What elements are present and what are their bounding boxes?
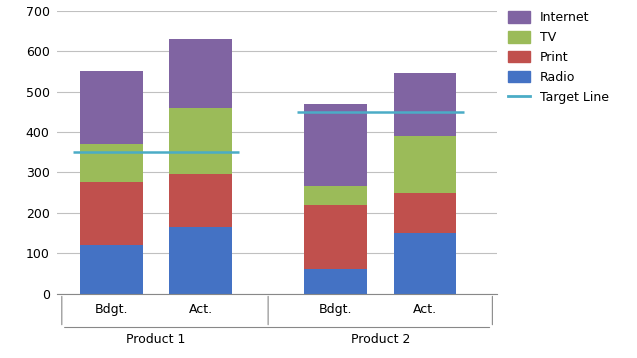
Bar: [80, 245, 143, 294]
Bar: [80, 183, 143, 245]
Bar: [80, 71, 143, 144]
Bar: [394, 136, 457, 193]
Bar: [394, 193, 457, 233]
Bar: [80, 144, 143, 183]
Bar: [304, 104, 367, 187]
Text: Product 2: Product 2: [350, 333, 410, 346]
Bar: [169, 39, 233, 108]
Bar: [304, 205, 367, 269]
Bar: [304, 269, 367, 294]
Bar: [169, 108, 233, 174]
Legend: Internet, TV, Print, Radio, Target Line: Internet, TV, Print, Radio, Target Line: [508, 11, 609, 104]
Bar: [304, 187, 367, 205]
Bar: [394, 233, 457, 294]
Bar: [169, 227, 233, 294]
Bar: [169, 174, 233, 227]
Text: Product 1: Product 1: [126, 333, 186, 346]
Bar: [394, 73, 457, 136]
